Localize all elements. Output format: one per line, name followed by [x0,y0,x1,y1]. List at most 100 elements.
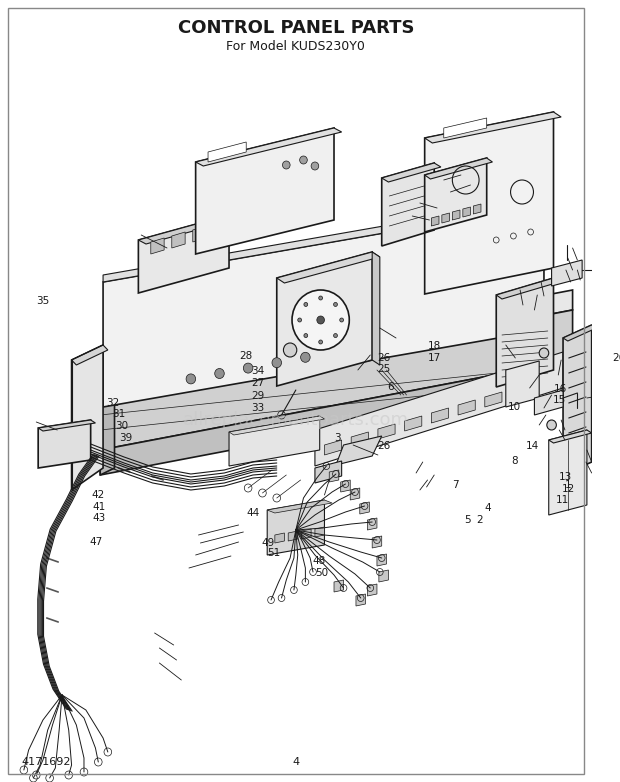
Text: 4171692: 4171692 [21,757,71,767]
Polygon shape [473,204,481,214]
Polygon shape [506,361,539,407]
Text: 26: 26 [377,353,390,363]
Polygon shape [360,502,370,514]
Text: 16: 16 [554,384,567,393]
Polygon shape [458,400,476,415]
Text: 29: 29 [250,391,264,400]
Text: 49: 49 [262,538,275,547]
Text: 26: 26 [377,441,390,450]
Text: 27: 27 [250,378,264,388]
Polygon shape [425,112,561,143]
Polygon shape [382,163,434,246]
Polygon shape [288,531,298,541]
Polygon shape [372,252,380,365]
Polygon shape [356,594,366,606]
Polygon shape [277,252,380,283]
Polygon shape [442,213,450,223]
Polygon shape [138,215,229,293]
Polygon shape [208,142,246,162]
Text: 41: 41 [93,502,106,511]
Circle shape [301,353,310,362]
Text: 13: 13 [559,472,572,482]
Circle shape [317,316,324,324]
Polygon shape [100,360,573,475]
Circle shape [334,334,337,338]
Polygon shape [552,260,582,286]
Polygon shape [534,390,563,415]
Text: CONTROL PANEL PARTS: CONTROL PANEL PARTS [177,19,414,37]
Text: 12: 12 [561,484,575,493]
Text: 35: 35 [36,296,49,306]
Text: 47: 47 [90,537,103,547]
Text: 50: 50 [315,569,328,578]
Polygon shape [324,440,342,455]
Text: 1: 1 [565,480,571,490]
Polygon shape [336,436,382,465]
Polygon shape [377,554,386,566]
Text: 25: 25 [377,364,390,374]
Polygon shape [301,529,311,539]
Polygon shape [196,128,334,254]
Circle shape [311,162,319,170]
Polygon shape [372,536,382,548]
Circle shape [299,156,308,164]
Circle shape [186,374,196,384]
Polygon shape [351,432,368,447]
Text: 15: 15 [552,396,566,405]
Polygon shape [103,205,544,407]
Polygon shape [378,424,395,439]
Polygon shape [138,215,237,244]
Text: 26: 26 [612,353,620,363]
Polygon shape [563,325,596,341]
Polygon shape [382,163,441,182]
Polygon shape [71,345,108,365]
Text: 31: 31 [112,410,125,419]
Circle shape [547,420,556,430]
Polygon shape [425,158,487,232]
Polygon shape [277,252,372,386]
Text: 34: 34 [250,366,264,375]
Text: 18: 18 [428,342,441,351]
Polygon shape [432,408,448,423]
Polygon shape [425,112,554,294]
Circle shape [334,303,337,307]
Text: 6: 6 [388,382,394,392]
Polygon shape [275,533,285,543]
Circle shape [283,161,290,169]
Text: 8: 8 [512,457,518,466]
Polygon shape [100,310,573,450]
Text: 30: 30 [115,421,128,431]
Polygon shape [100,372,115,475]
Polygon shape [368,518,377,530]
Polygon shape [496,278,559,299]
Text: 43: 43 [93,514,106,523]
Polygon shape [549,430,587,515]
Polygon shape [485,392,502,407]
Text: 7: 7 [452,480,459,490]
Circle shape [539,348,549,358]
Polygon shape [463,207,471,217]
Circle shape [340,318,343,322]
Polygon shape [425,158,492,179]
Polygon shape [315,461,342,483]
Text: For Model KUDS230Y0: For Model KUDS230Y0 [226,40,365,52]
Circle shape [292,290,349,350]
Polygon shape [453,210,460,220]
Circle shape [298,318,301,322]
Circle shape [304,303,308,307]
Polygon shape [496,278,554,387]
Circle shape [283,343,297,357]
Circle shape [319,296,322,300]
Polygon shape [563,325,591,475]
Text: 32: 32 [106,398,119,407]
Polygon shape [405,416,422,431]
Polygon shape [549,430,591,443]
Polygon shape [103,198,544,282]
Polygon shape [267,500,332,513]
Text: 10: 10 [508,402,521,411]
Polygon shape [172,232,185,248]
Polygon shape [196,128,342,166]
Polygon shape [100,290,573,400]
Text: 2: 2 [476,515,482,525]
Polygon shape [193,226,206,242]
